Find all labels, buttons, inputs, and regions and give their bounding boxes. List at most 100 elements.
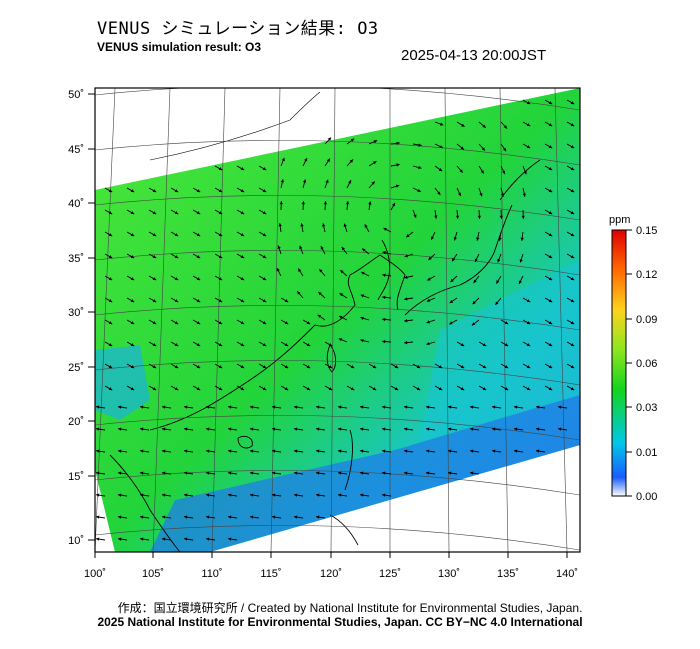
wind-arrowhead	[152, 387, 157, 391]
wind-arrowhead	[174, 255, 179, 259]
wind-arrowhead	[96, 449, 100, 453]
wind-arrowhead	[184, 493, 188, 497]
wind-arrowhead	[218, 211, 223, 215]
wind-arrowhead	[461, 123, 465, 127]
taiwan-coastline	[326, 344, 337, 373]
wind-arrowhead	[470, 427, 474, 431]
wind-arrowhead	[343, 223, 347, 228]
wind-arrowhead	[328, 387, 333, 391]
wind-arrowhead	[174, 321, 179, 325]
wind-arrowhead	[294, 405, 298, 409]
wind-arrowhead	[417, 188, 421, 192]
wind-arrowhead	[526, 145, 531, 149]
wind-arrowhead	[297, 291, 301, 295]
wind-arrowhead	[395, 184, 400, 188]
wind-arrowhead	[438, 365, 443, 369]
wind-arrowhead	[174, 277, 179, 281]
wind-arrowhead	[504, 343, 509, 347]
wind-arrowhead	[570, 277, 575, 281]
wind-arrowhead	[108, 365, 113, 369]
wind-arrowhead	[108, 321, 113, 325]
wind-arrowhead	[383, 227, 387, 231]
wind-arrowhead	[450, 278, 454, 283]
wind-arrowhead	[206, 537, 210, 541]
wind-arrowhead	[350, 138, 355, 142]
wind-arrowhead	[262, 299, 267, 303]
wind-arrowhead	[240, 167, 245, 171]
wind-arrowhead	[437, 191, 441, 195]
wind-arrowhead	[262, 277, 267, 281]
wind-arrowhead	[548, 101, 553, 105]
wind-arrowhead	[152, 321, 157, 325]
wind-arrowhead	[250, 405, 254, 409]
wind-arrowhead	[522, 193, 526, 197]
wind-arrowhead	[536, 449, 540, 453]
wind-arrowhead	[118, 493, 122, 497]
wind-arrowhead	[339, 293, 343, 297]
wind-arrowhead	[492, 405, 496, 409]
wind-arrowhead	[372, 161, 377, 165]
wind-arrowhead	[413, 214, 417, 218]
wind-arrowhead	[482, 124, 486, 128]
wind-arrowhead	[492, 449, 496, 453]
wind-arrowhead	[453, 237, 457, 241]
wind-arrowhead	[280, 179, 284, 183]
wind-arrowhead	[272, 449, 276, 453]
wind-arrowhead	[218, 321, 223, 325]
wind-arrowhead	[368, 201, 372, 205]
wind-arrowhead	[548, 145, 553, 149]
wind-arrowhead	[496, 280, 500, 284]
philippines-coastline	[329, 429, 359, 546]
wind-arrowhead	[451, 257, 456, 262]
wind-arrowhead	[548, 123, 553, 127]
wind-arrowhead	[372, 365, 377, 369]
wind-arrowhead	[108, 211, 113, 215]
wind-arrowhead	[394, 387, 399, 391]
wind-arrowhead	[360, 405, 364, 409]
wind-arrowhead	[360, 471, 364, 475]
wind-arrowhead	[439, 122, 444, 126]
wind-arrowhead	[272, 427, 276, 431]
credit-line: 作成：国立環境研究所 / Created by National Institu…	[117, 601, 583, 615]
wind-arrowhead	[218, 343, 223, 347]
wind-arrowhead	[152, 299, 157, 303]
wind-arrowhead	[570, 365, 575, 369]
wind-arrowhead	[206, 449, 210, 453]
wind-arrowhead	[294, 449, 298, 453]
wind-arrowhead	[322, 223, 326, 227]
wind-arrowhead	[382, 295, 386, 300]
wind-arrowhead	[570, 233, 575, 237]
wind-arrowhead	[250, 471, 254, 475]
wind-arrowhead	[130, 255, 135, 259]
wind-arrowhead	[476, 237, 480, 241]
wind-arrowhead	[278, 223, 282, 227]
wind-arrowhead	[250, 449, 254, 453]
wind-arrowhead	[514, 405, 518, 409]
wind-arrowhead	[449, 321, 453, 325]
wind-arrowhead	[460, 387, 465, 391]
wind-arrowhead	[294, 515, 298, 519]
wind-arrowhead	[500, 193, 505, 197]
wind-arrowhead	[382, 471, 386, 475]
wind-arrowhead	[360, 427, 364, 431]
wind-arrowhead	[360, 493, 364, 497]
wind-arrowhead	[262, 343, 267, 347]
wind-arrowhead	[272, 515, 276, 519]
lon-label: 135˚	[497, 568, 519, 580]
wind-arrowhead	[240, 321, 245, 325]
wind-arrowhead	[457, 192, 461, 197]
wind-arrowhead	[318, 292, 322, 296]
wind-arrowhead	[404, 405, 408, 409]
wind-arrowhead	[152, 365, 157, 369]
wind-arrowhead	[548, 343, 553, 347]
wind-arrowhead	[548, 255, 553, 259]
lat-label: 35˚	[68, 253, 84, 265]
wind-arrowhead	[108, 277, 113, 281]
wind-arrowhead	[306, 365, 311, 369]
wind-arrowhead	[294, 471, 298, 475]
wind-arrowhead	[459, 169, 463, 173]
wind-arrowhead	[382, 339, 386, 344]
wind-arrowhead	[240, 277, 245, 281]
wind-arrowhead	[218, 255, 223, 259]
wind-arrowhead	[364, 224, 368, 228]
